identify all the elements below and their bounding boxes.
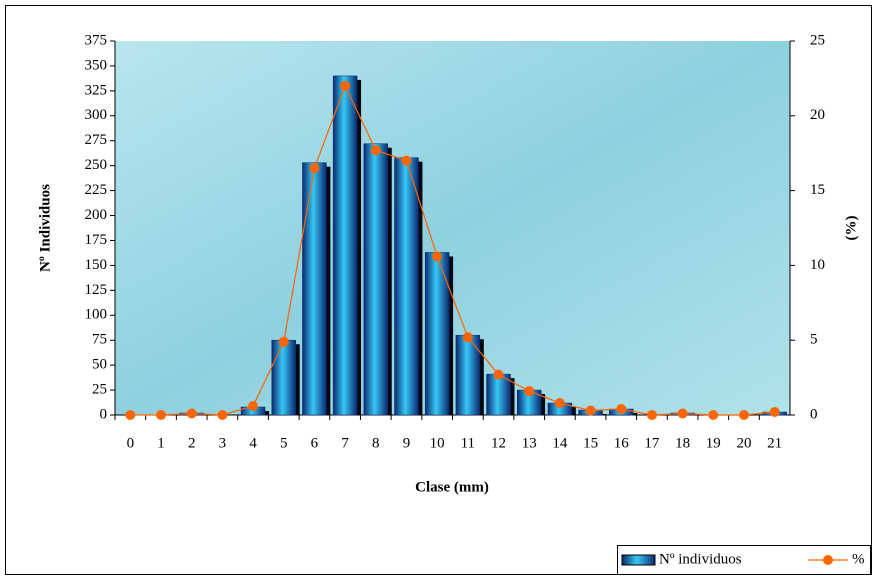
bar bbox=[302, 162, 327, 416]
x-tick-label: 2 bbox=[188, 435, 196, 451]
x-tick-label: 10 bbox=[430, 435, 445, 451]
legend-label: % bbox=[852, 551, 865, 567]
x-tick-label: 20 bbox=[736, 435, 751, 451]
legend-label: Nº individuos bbox=[659, 551, 742, 567]
line-point bbox=[340, 80, 351, 91]
line-point bbox=[585, 405, 596, 416]
y-axis-label: Nº Individuos bbox=[37, 184, 53, 272]
bar bbox=[271, 339, 296, 416]
x-tick-label: 1 bbox=[157, 435, 165, 451]
y2-tick-label: 0 bbox=[810, 406, 818, 422]
x-tick-label: 4 bbox=[249, 435, 257, 451]
y-tick-label: 375 bbox=[85, 32, 108, 48]
bar bbox=[332, 75, 358, 416]
bar bbox=[363, 143, 389, 416]
x-tick-label: 15 bbox=[583, 435, 598, 451]
line-point bbox=[616, 404, 627, 415]
x-tick-label: 7 bbox=[341, 435, 349, 451]
x-axis-label: Clase (mm) bbox=[415, 479, 489, 495]
line-point bbox=[309, 163, 320, 174]
y-tick-label: 225 bbox=[85, 182, 108, 198]
bar bbox=[394, 157, 419, 416]
y2-tick-label: 25 bbox=[810, 32, 825, 48]
y-tick-label: 50 bbox=[92, 357, 107, 373]
legend-swatch bbox=[621, 554, 656, 566]
legend-swatch bbox=[823, 555, 833, 565]
line-point bbox=[125, 410, 136, 420]
y-tick-label: 150 bbox=[85, 257, 108, 273]
y2-tick-label: 10 bbox=[810, 257, 825, 273]
line-point bbox=[278, 336, 289, 347]
x-tick-label: 16 bbox=[614, 435, 630, 451]
bar bbox=[486, 373, 511, 416]
line-point bbox=[493, 369, 504, 380]
y-tick-label: 200 bbox=[85, 207, 108, 223]
x-tick-label: 9 bbox=[403, 435, 411, 451]
line-point bbox=[462, 332, 473, 343]
y2-axis-label: (%) bbox=[843, 216, 859, 241]
line-point bbox=[156, 410, 167, 420]
y-tick-label: 325 bbox=[85, 82, 108, 98]
line-point bbox=[401, 155, 412, 166]
x-tick-label: 11 bbox=[461, 435, 475, 451]
y-tick-label: 300 bbox=[85, 107, 108, 123]
y-tick-label: 100 bbox=[85, 307, 108, 323]
x-tick-label: 8 bbox=[372, 435, 380, 451]
line bbox=[130, 84, 775, 416]
y-tick-label: 175 bbox=[85, 232, 108, 248]
line-point bbox=[186, 408, 197, 419]
line-point bbox=[370, 145, 381, 156]
line-point bbox=[217, 410, 228, 420]
y-tick-label: 250 bbox=[85, 157, 108, 173]
line-point bbox=[524, 386, 535, 397]
line-point bbox=[769, 407, 780, 418]
line-point bbox=[432, 251, 443, 262]
line-point bbox=[248, 401, 259, 412]
x-tick-label: 13 bbox=[522, 435, 537, 451]
y2-tick-label: 20 bbox=[810, 107, 825, 123]
line-point bbox=[738, 410, 749, 420]
y-tick-label: 75 bbox=[92, 332, 107, 348]
x-tick-label: 5 bbox=[280, 435, 288, 451]
x-tick-label: 14 bbox=[552, 435, 568, 451]
y2-tick-label: 15 bbox=[810, 182, 825, 198]
line-point bbox=[646, 410, 657, 420]
y-tick-label: 25 bbox=[92, 382, 107, 398]
line-point bbox=[708, 410, 719, 420]
y2-tick-label: 5 bbox=[810, 332, 818, 348]
x-tick-label: 17 bbox=[644, 435, 660, 451]
y-tick-label: 0 bbox=[100, 406, 108, 422]
x-tick-label: 6 bbox=[311, 435, 319, 451]
y-tick-label: 350 bbox=[85, 57, 108, 73]
x-tick-label: 21 bbox=[767, 435, 782, 451]
x-tick-label: 0 bbox=[127, 435, 135, 451]
x-tick-label: 12 bbox=[491, 435, 506, 451]
line-point bbox=[554, 398, 565, 409]
y-tick-label: 125 bbox=[85, 282, 108, 298]
x-tick-label: 19 bbox=[706, 435, 721, 451]
x-tick-label: 3 bbox=[219, 435, 227, 451]
line-point bbox=[677, 408, 688, 419]
y-tick-label: 275 bbox=[85, 132, 108, 148]
x-tick-label: 18 bbox=[675, 435, 690, 451]
